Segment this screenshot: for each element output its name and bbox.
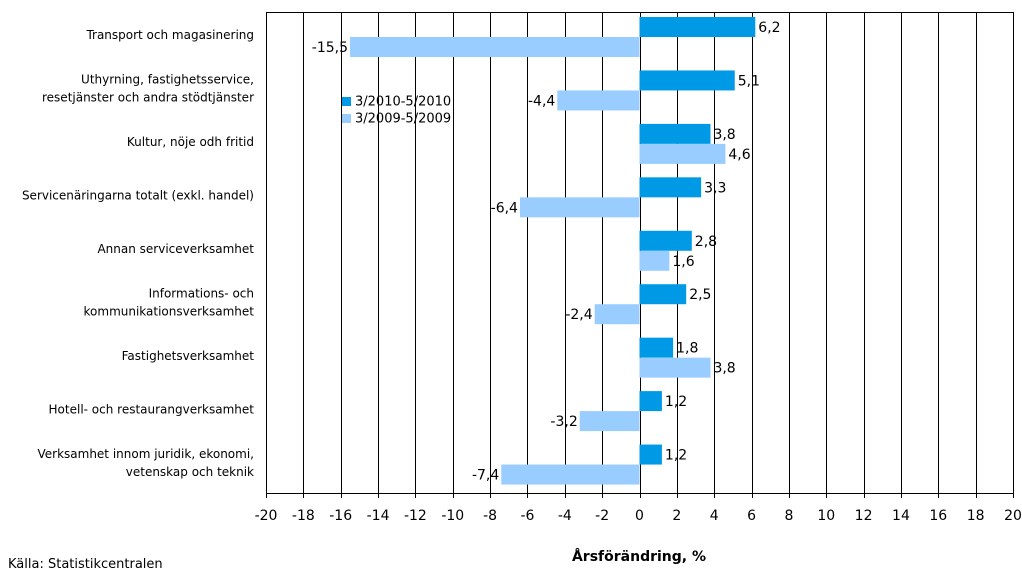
- x-tick-label: -16: [329, 508, 352, 524]
- data-label: 5,1: [738, 73, 760, 89]
- x-tick-label: -12: [404, 508, 427, 524]
- data-label: -15,5: [312, 40, 348, 56]
- data-label: 1,2: [665, 394, 687, 410]
- bars: [350, 17, 756, 485]
- legend-label: 3/2010-5/2010: [355, 95, 451, 110]
- category-label-line: vetenskap och teknik: [126, 465, 254, 479]
- bar: [639, 250, 670, 271]
- legend-swatch: [342, 114, 351, 123]
- x-tick-label: -14: [367, 508, 390, 524]
- x-tick-label: 4: [710, 508, 719, 524]
- category-label-line: kommunikationsverksamhet: [84, 304, 255, 318]
- x-tick-label: -6: [520, 508, 534, 524]
- x-tick-label: 10: [817, 508, 835, 524]
- data-labels: 6,2 5,1 3,8 3,3 2,8 2,5 1,8 1,2 1,2 -15,5 -4,4 4,6 -…: [312, 20, 781, 484]
- data-label: 1,8: [676, 341, 698, 357]
- data-label: -7,4: [472, 468, 499, 484]
- x-tick-label: -18: [292, 508, 315, 524]
- data-label: -3,2: [550, 414, 577, 430]
- data-label: 4,6: [728, 147, 750, 163]
- x-tick-label: -4: [558, 508, 572, 524]
- data-label: 1,2: [665, 448, 687, 464]
- bar: [639, 70, 735, 91]
- category-label-line: Hotell- och restaurangverksamhet: [49, 402, 255, 416]
- legend-label: 3/2009-5/2009: [355, 112, 451, 127]
- category-labels: Transport och magasinering Uthyrning, fas…: [22, 28, 254, 479]
- bar: [639, 284, 687, 305]
- x-tick-label: 18: [967, 508, 985, 524]
- bar: [639, 444, 662, 465]
- bar: [639, 391, 662, 412]
- source-note: Källa: Statistikcentralen: [8, 557, 163, 568]
- category-label-line: Uthyrning, fastighetsservice,: [81, 73, 254, 87]
- bar: [639, 17, 756, 37]
- x-axis: -20 -18 -16 -14 -12 -10 -8 -6 -4 -2 0 2 4 6 8 10 12 14 16 1…: [255, 493, 1022, 524]
- category-label: Informations- och kommunikationsverksamhe…: [84, 286, 255, 318]
- category-label-line: Servicenäringarna totalt (exkl. handel): [22, 189, 254, 203]
- grid-lines: [266, 12, 1014, 493]
- category-label: Hotell- och restaurangverksamhet: [49, 402, 255, 416]
- data-label: 3,3: [704, 180, 726, 196]
- category-label: Uthyrning, fastighetsservice, resetjänste…: [42, 73, 254, 105]
- legend-swatch: [342, 97, 351, 106]
- x-tick-label: -8: [483, 508, 497, 524]
- legend: 3/2010-5/2010 3/2009-5/2009: [342, 95, 451, 127]
- bar: [639, 123, 711, 144]
- category-label: Annan serviceverksamhet: [97, 242, 254, 256]
- category-label-line: Informations- och: [149, 286, 254, 300]
- category-label: Kultur, nöje odh fritid: [127, 135, 254, 149]
- bar: [519, 197, 640, 218]
- x-tick-label: 16: [929, 508, 947, 524]
- x-tick-label: 20: [1004, 508, 1022, 524]
- x-tick-label: 2: [672, 508, 681, 524]
- category-label: Transport och magasinering: [85, 28, 254, 42]
- x-tick-label: 14: [892, 508, 910, 524]
- data-label: -4,4: [528, 93, 555, 109]
- data-label: -2,4: [565, 307, 592, 323]
- category-label-line: Kultur, nöje odh fritid: [127, 135, 254, 149]
- category-label-line: Verksamhet innom juridik, ekonomi,: [37, 447, 254, 461]
- bar: [557, 90, 640, 111]
- x-tick-label: -2: [595, 508, 609, 524]
- data-label: -6,4: [491, 200, 518, 216]
- x-tick-label: -20: [255, 508, 278, 524]
- bar: [350, 37, 640, 57]
- bar: [594, 304, 640, 325]
- bar: [579, 411, 640, 432]
- bar: [639, 177, 702, 198]
- category-label: Verksamhet innom juridik, ekonomi, vetens…: [37, 447, 254, 479]
- x-tick-label: 6: [747, 508, 756, 524]
- data-label: 2,5: [689, 287, 711, 303]
- x-tick-label: 0: [635, 508, 644, 524]
- data-label: 1,6: [672, 254, 694, 270]
- category-label-line: Fastighetsverksamhet: [122, 349, 255, 363]
- data-label: 2,8: [695, 234, 717, 250]
- bar: [501, 464, 640, 485]
- x-axis-title: Årsförändring, %: [572, 548, 706, 565]
- bar: [639, 357, 711, 378]
- category-label-line: resetjänster och andra stödtjänster: [42, 91, 254, 105]
- x-tick-label: 8: [784, 508, 793, 524]
- bar: [639, 143, 726, 164]
- bar: [639, 230, 692, 251]
- category-label-line: Transport och magasinering: [85, 28, 254, 42]
- data-label: 3,8: [713, 361, 735, 377]
- category-label: Servicenäringarna totalt (exkl. handel): [22, 189, 254, 203]
- category-label: Fastighetsverksamhet: [122, 349, 255, 363]
- bar: [639, 337, 674, 358]
- x-tick-label: -10: [441, 508, 464, 524]
- x-tick-label: 12: [855, 508, 873, 524]
- category-label-line: Annan serviceverksamhet: [97, 242, 254, 256]
- data-label: 6,2: [758, 20, 780, 36]
- data-label: 3,8: [713, 127, 735, 143]
